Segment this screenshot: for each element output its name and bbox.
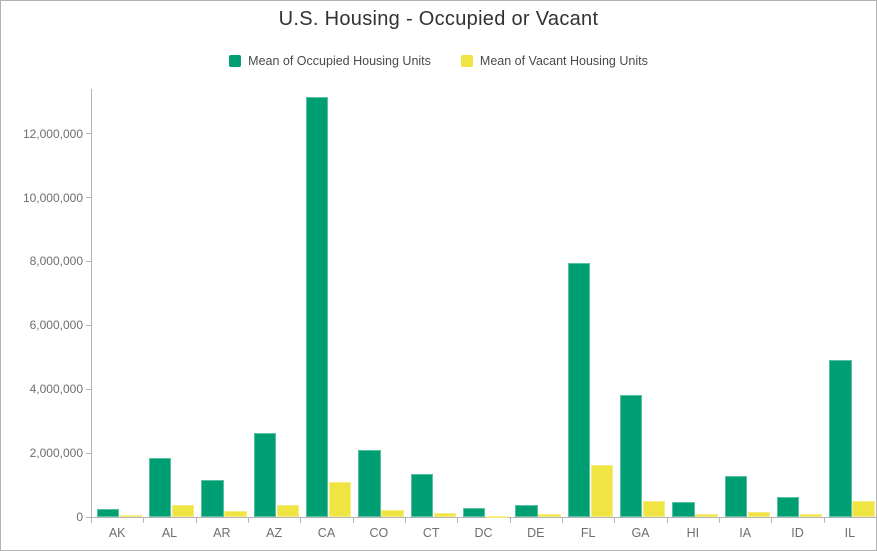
x-axis-label-hi: HI (686, 526, 700, 540)
x-tick-mark (719, 518, 720, 523)
x-tick-mark (143, 518, 145, 523)
x-axis-label-ia: IA (739, 526, 752, 540)
y-tick-mark (86, 260, 91, 262)
bar-vacant-ca[interactable] (328, 481, 352, 517)
bar-occupied-hi[interactable] (672, 501, 695, 517)
bar-vacant-az[interactable] (276, 504, 299, 517)
y-tick-label: 10,000,000 (22, 190, 83, 205)
y-tick-label: 8,000,000 (29, 254, 83, 269)
bar-vacant-fl[interactable] (590, 464, 613, 517)
y-tick-label: 0 (76, 510, 83, 524)
x-tick-mark (405, 518, 406, 523)
bar-vacant-ar[interactable] (224, 510, 247, 517)
bar-vacant-dc[interactable] (485, 515, 509, 518)
y-tick-mark (86, 197, 91, 199)
y-tick-label: 4,000,000 (29, 382, 83, 397)
x-axis-label-id: ID (791, 526, 804, 540)
y-tick-label: 12,000,000 (22, 126, 83, 141)
bar-occupied-il[interactable] (829, 360, 852, 517)
bar-occupied-dc[interactable] (462, 508, 486, 517)
bar-occupied-co[interactable] (358, 449, 381, 517)
bar-vacant-hi[interactable] (695, 513, 718, 517)
bar-vacant-ct[interactable] (433, 512, 456, 517)
y-tick-mark (86, 324, 91, 326)
y-tick-mark (86, 516, 91, 518)
y-tick-mark (86, 452, 91, 454)
x-axis-label-az: AZ (266, 526, 283, 540)
x-tick-mark (91, 518, 92, 523)
bar-occupied-ga[interactable] (619, 394, 643, 517)
x-tick-mark (562, 518, 563, 523)
bar-occupied-ca[interactable] (305, 96, 329, 517)
bar-occupied-ct[interactable] (410, 473, 433, 517)
x-tick-mark (457, 518, 459, 523)
x-axis-label-ak: AK (108, 526, 126, 540)
x-axis-label-al: AL (161, 526, 178, 540)
bar-vacant-ak[interactable] (119, 515, 142, 518)
bar-occupied-az[interactable] (253, 433, 276, 517)
bar-occupied-ak[interactable] (96, 508, 119, 517)
legend-item-vacant: Mean of Vacant Housing Units (460, 54, 648, 68)
bar-vacant-co[interactable] (381, 509, 404, 517)
bar-occupied-de[interactable] (515, 504, 538, 517)
x-axis-label-dc: DC (474, 526, 493, 540)
chart-title: U.S. Housing - Occupied or Vacant (278, 8, 599, 30)
x-axis-label-ct: CT (422, 526, 440, 540)
x-tick-mark (352, 518, 354, 523)
plot-area (91, 89, 876, 518)
x-axis-label-ar: AR (213, 526, 231, 540)
x-tick-mark (771, 518, 773, 523)
x-axis-label-ga: GA (631, 526, 650, 540)
legend-swatch-icon (229, 55, 242, 67)
x-tick-mark (248, 518, 249, 523)
y-tick-mark (86, 133, 91, 135)
legend-label: Mean of Occupied Housing Units (248, 54, 431, 68)
bar-vacant-il[interactable] (852, 501, 875, 517)
bar-vacant-de[interactable] (538, 514, 561, 517)
x-axis-label-fl: FL (580, 526, 596, 540)
chart-legend: Mean of Occupied Housing Units Mean of Va… (1, 54, 876, 68)
x-tick-mark (300, 518, 302, 523)
x-tick-mark (195, 518, 197, 523)
y-tick-mark (86, 388, 91, 390)
x-tick-mark (823, 518, 825, 523)
bar-occupied-ia[interactable] (724, 476, 747, 517)
bar-occupied-id[interactable] (776, 496, 800, 517)
y-tick-label: 6,000,000 (29, 318, 83, 333)
x-tick-mark (666, 518, 668, 523)
bar-vacant-ia[interactable] (747, 511, 770, 517)
x-axis-label-co: CO (369, 526, 389, 540)
legend-item-occupied: Mean of Occupied Housing Units (229, 54, 431, 68)
bar-vacant-ga[interactable] (642, 501, 666, 517)
bar-vacant-al[interactable] (171, 504, 195, 517)
legend-label: Mean of Vacant Housing Units (479, 54, 648, 68)
y-tick-label: 2,000,000 (29, 446, 83, 461)
x-tick-mark (509, 518, 511, 523)
legend-swatch-icon (460, 55, 473, 67)
bar-occupied-al[interactable] (148, 457, 172, 517)
x-axis-label-ca: CA (317, 526, 336, 540)
x-tick-mark (614, 518, 616, 523)
x-axis-label-de: DE (527, 526, 545, 540)
bar-vacant-id[interactable] (799, 513, 823, 517)
bar-occupied-ar[interactable] (201, 480, 224, 517)
x-axis-label-il: IL (844, 526, 856, 540)
bar-occupied-fl[interactable] (567, 263, 590, 517)
